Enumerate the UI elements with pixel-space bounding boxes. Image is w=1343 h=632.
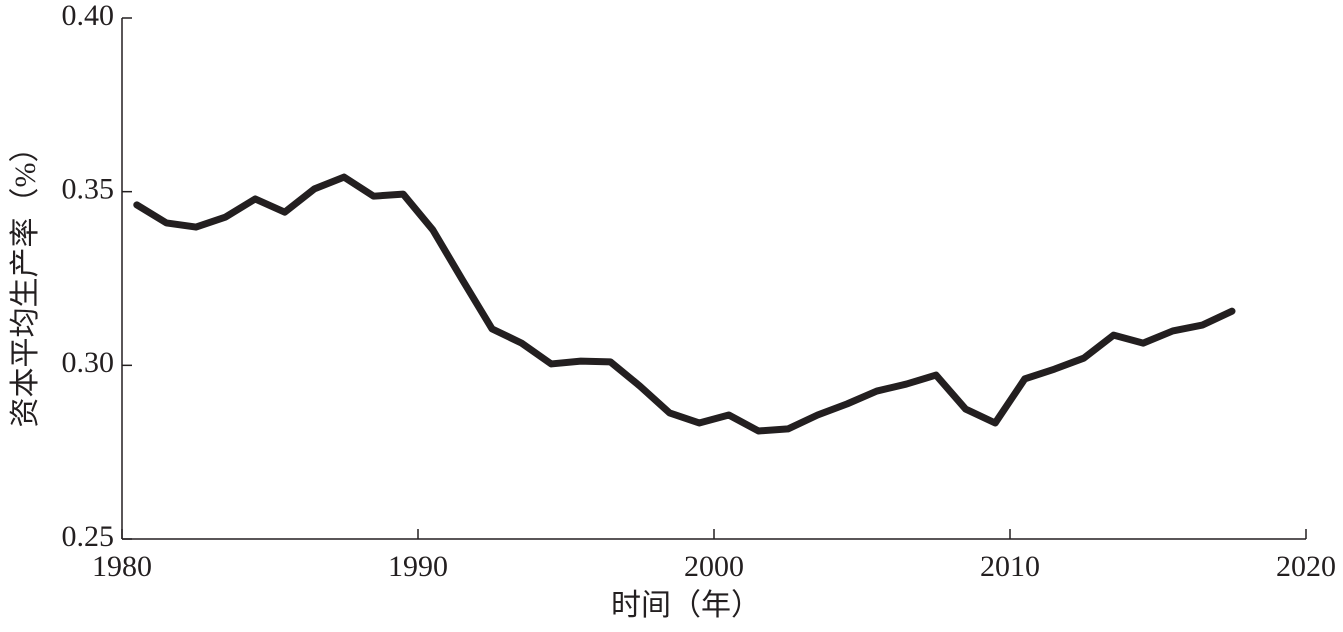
- x-tick-label: 2010: [980, 550, 1040, 583]
- x-tick-label: 1990: [388, 550, 448, 583]
- y-axis-label: 资本平均生产率（%）: [9, 133, 42, 428]
- line: [133, 173, 1236, 435]
- y-tick-label: 0.40: [62, 0, 115, 32]
- y-tick-label: 0.25: [62, 520, 115, 553]
- y-tick-label: 0.30: [62, 346, 115, 379]
- x-axis-label: 时间（年）: [611, 589, 761, 622]
- x-tick-label: 2000: [684, 550, 744, 583]
- x-tick-label: 1980: [92, 550, 152, 583]
- x-tick-label: 2020: [1276, 550, 1336, 583]
- y-tick-label: 0.35: [62, 173, 115, 206]
